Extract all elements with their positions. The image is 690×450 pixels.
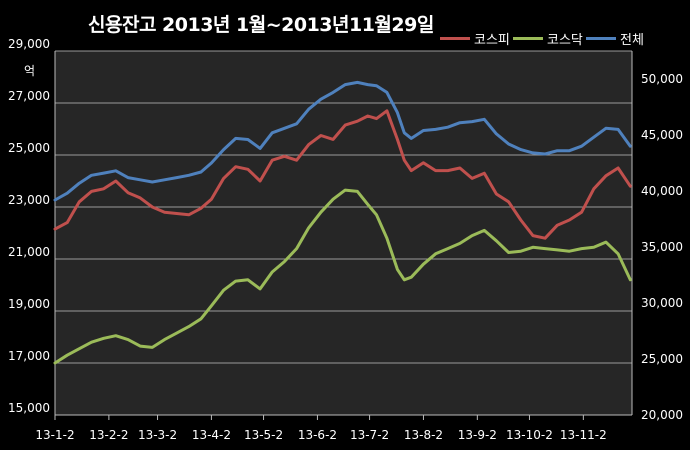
y-right-tick-label: 35,000 — [641, 240, 683, 254]
x-tick-label: 13-8-2 — [404, 428, 443, 442]
y-left-unit-label: 억 — [24, 64, 36, 78]
y-left-tick-label: 19,000 — [8, 297, 50, 311]
x-tick-label: 13-5-2 — [244, 428, 283, 442]
legend-swatch-total — [586, 37, 616, 40]
legend-item-kospi: 코스피 — [440, 29, 510, 48]
x-tick-label: 13-1-2 — [35, 428, 74, 442]
y-left-tick-label: 27,000 — [8, 89, 50, 103]
legend-swatch-kospi — [440, 37, 470, 40]
x-tick-label: 13-10-2 — [506, 428, 553, 442]
y-left-tick-label: 21,000 — [8, 245, 50, 259]
x-tick-label: 13-9-2 — [458, 428, 497, 442]
series-kosdaq-line — [53, 188, 632, 365]
x-tick-label: 13-3-2 — [138, 428, 177, 442]
legend-label-total: 전체 — [620, 33, 644, 48]
series-total-line — [53, 80, 632, 202]
y-left-tick-label: 29,000 — [8, 37, 50, 51]
chart-title: 신용잔고 2013년 1월~2013년11월29일 — [88, 14, 434, 36]
plot-area — [55, 51, 632, 415]
legend-item-total: 전체 — [586, 29, 644, 48]
y-right-tick-label: 50,000 — [641, 72, 683, 86]
y-right-tick-label: 40,000 — [641, 184, 683, 198]
x-tick-label: 13-2-2 — [89, 428, 128, 442]
y-right-tick-label: 45,000 — [641, 128, 683, 142]
y-right-tick-label: 25,000 — [641, 352, 683, 366]
y-left-tick-label: 15,000 — [8, 401, 50, 415]
y-left-tick-label: 25,000 — [8, 141, 50, 155]
y-right-tick-label: 30,000 — [641, 296, 683, 310]
legend-label-kosdaq: 코스닥 — [547, 33, 583, 48]
x-tick-label: 13-11-2 — [560, 428, 607, 442]
legend-label-kospi: 코스피 — [474, 33, 510, 48]
y-right-tick-label: 20,000 — [641, 408, 683, 422]
y-left-tick-label: 17,000 — [8, 349, 50, 363]
legend-item-kosdaq: 코스닥 — [513, 29, 583, 48]
legend-swatch-kosdaq — [513, 37, 543, 40]
x-tick-label: 13-7-2 — [350, 428, 389, 442]
series-kospi-line — [53, 109, 632, 240]
x-tick-label: 13-4-2 — [192, 428, 231, 442]
x-tick-label: 13-6-2 — [298, 428, 337, 442]
y-left-tick-label: 23,000 — [8, 193, 50, 207]
